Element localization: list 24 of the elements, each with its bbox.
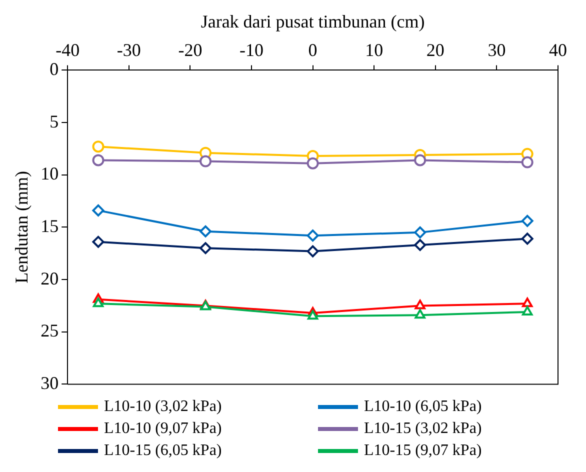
x-axis-title: Jarak dari pusat timbunan (cm) [200, 12, 425, 32]
x-tick-label: 20 [426, 40, 444, 60]
legend-label: L10-15 (6,05 kPa) [104, 442, 222, 460]
x-tick-label: -20 [178, 40, 202, 60]
legend-label: L10-10 (3,02 kPa) [104, 398, 222, 416]
legend-label: L10-15 (9,07 kPa) [364, 442, 482, 460]
x-tick-label: 10 [365, 40, 384, 60]
y-tick-label: 5 [50, 111, 59, 132]
legend-label: L10-10 (9,07 kPa) [104, 420, 222, 438]
x-tick-label: -10 [240, 40, 264, 60]
x-tick-label: -30 [116, 40, 141, 60]
x-tick-label: 30 [488, 40, 506, 60]
legend-label: L10-10 (6,05 kPa) [364, 398, 482, 416]
x-tick-label: 0 [308, 40, 318, 60]
y-tick-label: 20 [40, 268, 59, 288]
y-tick-label: 15 [40, 216, 59, 236]
x-tick-label: 40 [549, 40, 567, 60]
y-tick-label: 0 [50, 58, 59, 79]
x-tick-label: -40 [56, 40, 80, 60]
y-tick-label: 10 [40, 164, 59, 184]
y-tick-label: 30 [40, 372, 59, 393]
y-tick-label: 25 [40, 320, 59, 341]
y-axis-title: Lendutan (mm) [12, 170, 32, 284]
legend-label: L10-15 (3,02 kPa) [364, 420, 482, 438]
